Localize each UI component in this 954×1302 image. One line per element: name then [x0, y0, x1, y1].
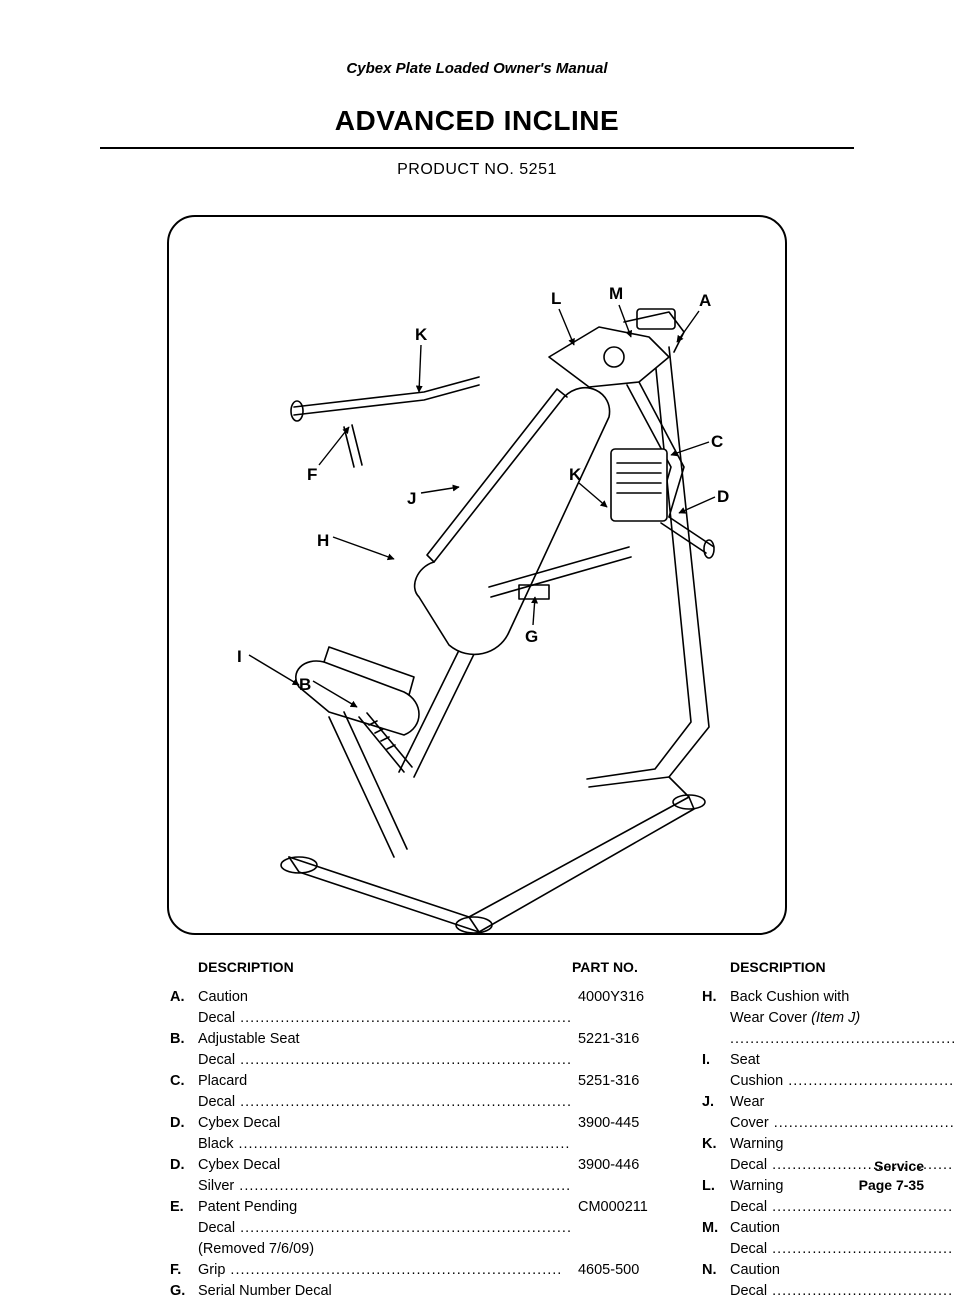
part-row: F.Grip4605-500 — [170, 1260, 662, 1281]
callout-letter-j: J — [407, 489, 416, 509]
title-rule — [100, 147, 854, 149]
footer-service: Service — [859, 1157, 924, 1176]
part-row: C.Placard Decal5251-316 — [170, 1071, 662, 1113]
part-letter: E. — [170, 1197, 198, 1218]
parts-column-left: DESCRIPTION PART NO. A.Caution Decal4000… — [170, 959, 662, 1302]
part-letter: L. — [702, 1176, 730, 1197]
footer-page: Page 7-35 — [859, 1176, 924, 1195]
part-description: Placard Decal — [198, 1071, 572, 1113]
part-row: D.Cybex Decal Black3900-445 — [170, 1113, 662, 1155]
part-letter: I. — [702, 1050, 730, 1071]
part-letter: A. — [170, 987, 198, 1008]
part-description: Caution Decal — [198, 987, 572, 1029]
manual-title: Cybex Plate Loaded Owner's Manual — [0, 0, 954, 77]
part-row: A.Caution Decal4000Y316 — [170, 987, 662, 1029]
part-letter: C. — [170, 1071, 198, 1092]
part-number: 5221-316 — [572, 1029, 662, 1050]
diagram-svg — [169, 217, 787, 935]
part-description: Seat Cushion — [730, 1050, 954, 1092]
part-row: M.Caution Decal5221-319 — [702, 1218, 954, 1260]
part-description: Caution Decal — [730, 1260, 954, 1302]
callout-letter-c: C — [711, 432, 723, 452]
callout-letter-k: K — [569, 465, 581, 485]
callout-letter-m: M — [609, 284, 623, 304]
parts-table: DESCRIPTION PART NO. A.Caution Decal4000… — [170, 959, 804, 1302]
part-description: Adjustable Seat Decal — [198, 1029, 572, 1071]
callout-letter-d: D — [717, 487, 729, 507]
part-description: Cybex Decal Black — [198, 1113, 572, 1155]
part-description: Back Cushion with — [730, 987, 954, 1008]
part-description: Serial Number Decal — [198, 1281, 572, 1302]
part-number: CM000211 — [572, 1197, 662, 1218]
callout-letter-h: H — [317, 531, 329, 551]
part-letter: B. — [170, 1029, 198, 1050]
callout-letter-i: I — [237, 647, 242, 667]
callout-letter-k: K — [415, 325, 427, 345]
part-note: (Removed 7/6/09) — [170, 1239, 662, 1260]
parts-column-right: DESCRIPTION PART NO. H.Back Cushion with… — [702, 959, 954, 1302]
part-letter: D. — [170, 1155, 198, 1176]
part-row: N.Caution Decal4520-362 — [702, 1260, 954, 1302]
part-description: Cybex Decal Silver — [198, 1155, 572, 1197]
part-letter: M. — [702, 1218, 730, 1239]
part-letter: J. — [702, 1092, 730, 1113]
part-description: Wear Cover (Item J) — [730, 1008, 954, 1050]
part-letter: D. — [170, 1113, 198, 1134]
part-row-continuation: Wear Cover (Item J)4800-103 — [702, 1008, 954, 1050]
part-number: 5251-316 — [572, 1071, 662, 1092]
part-row: H.Back Cushion with — [702, 987, 954, 1008]
col-header-description: DESCRIPTION — [170, 959, 572, 975]
part-row: G.Serial Number Decal — [170, 1281, 662, 1302]
part-number: 4605-500 — [572, 1260, 662, 1281]
col-header-description: DESCRIPTION — [702, 959, 954, 975]
callout-letter-b: B — [299, 675, 311, 695]
part-row: D.Cybex Decal Silver3900-446 — [170, 1155, 662, 1197]
part-number: 4000Y316 — [572, 987, 662, 1008]
part-letter: H. — [702, 987, 730, 1008]
part-letter: K. — [702, 1134, 730, 1155]
part-row: B.Adjustable Seat Decal5221-316 — [170, 1029, 662, 1071]
callout-letter-l: L — [551, 289, 561, 309]
part-number: 3900-445 — [572, 1113, 662, 1134]
page-title: ADVANCED INCLINE — [0, 105, 954, 137]
part-letter: G. — [170, 1281, 198, 1302]
parts-diagram: L M A K C F K D J H G I B — [167, 215, 787, 935]
part-description: Grip — [198, 1260, 572, 1281]
callout-letter-f: F — [307, 465, 317, 485]
part-description: Patent Pending Decal — [198, 1197, 572, 1239]
col-header-partno: PART NO. — [572, 959, 662, 975]
callout-letter-g: G — [525, 627, 538, 647]
part-row: J.Wear Cover4800-106 — [702, 1092, 954, 1134]
part-letter: N. — [702, 1260, 730, 1281]
part-row: E.Patent Pending DecalCM000211 — [170, 1197, 662, 1239]
callout-letter-a: A — [699, 291, 711, 311]
part-description: Wear Cover — [730, 1092, 954, 1134]
part-number: 3900-446 — [572, 1155, 662, 1176]
part-row: I.Seat Cushion4800-026 — [702, 1050, 954, 1092]
part-description: Caution Decal — [730, 1218, 954, 1260]
page-footer: Service Page 7-35 — [859, 1157, 924, 1195]
product-number: PRODUCT NO. 5251 — [0, 161, 954, 179]
part-letter: F. — [170, 1260, 198, 1281]
